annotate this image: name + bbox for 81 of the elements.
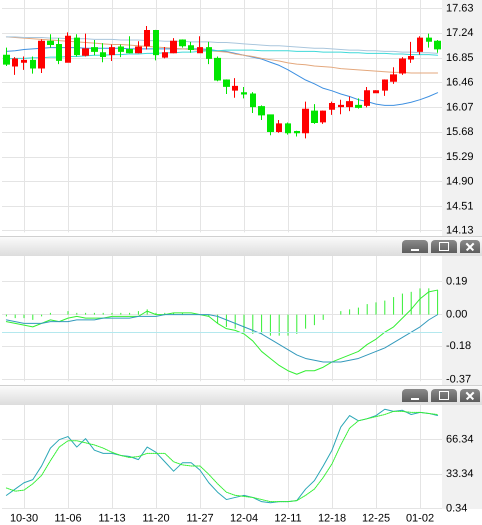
y-tick-label: 17.63	[446, 2, 474, 14]
candlestick	[373, 90, 379, 94]
candlestick	[100, 42, 106, 63]
candlestick	[12, 56, 18, 76]
candlestick	[302, 101, 309, 139]
candlestick	[241, 86, 247, 99]
candlestick	[223, 78, 230, 94]
y-tick-label: 14.90	[446, 176, 474, 188]
candlestick	[91, 40, 98, 56]
candlestick	[153, 29, 159, 61]
candlestick	[126, 36, 133, 54]
y-tick-label: 16.85	[446, 52, 474, 64]
line-series	[6, 36, 438, 54]
candlestick	[434, 40, 441, 54]
candlestick	[258, 104, 265, 121]
candlestick	[135, 40, 142, 54]
candlestick	[82, 33, 89, 58]
candlestick	[399, 56, 406, 76]
candlestick	[232, 78, 238, 98]
x-tick-label: 01-02	[406, 512, 434, 524]
candlestick	[338, 99, 344, 115]
x-tick-label: 10-30	[10, 512, 38, 524]
line-series	[6, 47, 438, 106]
y-tick-label: 14.51	[446, 200, 474, 212]
candlestick	[311, 104, 318, 124]
x-tick-label: 11-20	[142, 512, 170, 524]
candlestick	[162, 46, 168, 59]
candlestick	[214, 56, 221, 82]
x-tick-label: 11-13	[98, 512, 126, 524]
candlestick	[144, 26, 150, 50]
y-tick-label: 16.46	[446, 76, 474, 89]
candlestick	[294, 130, 300, 138]
candlestick	[408, 41, 414, 64]
x-tick-label: 12-25	[362, 512, 390, 524]
y-tick-label: 14.13	[446, 224, 474, 236]
candlestick	[3, 47, 10, 67]
candlestick	[206, 41, 212, 65]
x-tick-label: 11-27	[186, 512, 214, 524]
candlestick	[346, 96, 353, 112]
candlestick	[21, 56, 27, 70]
line-series	[6, 290, 438, 375]
candlestick	[197, 36, 203, 54]
candlestick	[65, 32, 71, 63]
y-tick-label: 0.19	[446, 275, 468, 288]
x-tick-label: 12-11	[274, 512, 302, 524]
candlestick	[38, 38, 45, 74]
candlestick	[109, 44, 115, 62]
candlestick	[382, 78, 388, 96]
x-tick-label: 12-18	[318, 512, 346, 524]
candlestick	[170, 38, 177, 54]
candlestick	[188, 41, 194, 54]
y-tick-label: 15.29	[446, 150, 474, 163]
y-tick-label: 16.07	[446, 101, 474, 114]
candlestick	[285, 122, 291, 136]
y-tick-label: -0.37	[446, 374, 472, 386]
candlestick	[118, 44, 124, 58]
candlestick	[417, 36, 423, 56]
y-tick-label: 0.00	[446, 308, 468, 321]
y-tick-label: 66.34	[446, 433, 474, 446]
candlestick	[179, 38, 186, 48]
candlestick	[364, 86, 370, 108]
candlestick	[329, 101, 335, 116]
candlestick	[426, 33, 432, 48]
y-tick-label: 0.34	[446, 502, 468, 515]
candlestick	[30, 56, 36, 74]
y-tick-label: 15.68	[446, 126, 474, 138]
candlestick	[47, 34, 54, 48]
y-tick-label: 33.34	[446, 468, 474, 480]
y-tick-label: 17.24	[446, 27, 474, 40]
candlestick	[276, 120, 282, 134]
candlestick	[267, 114, 274, 136]
x-tick-label: 12-04	[230, 512, 258, 524]
line-series	[6, 314, 438, 362]
candlestick	[74, 34, 80, 58]
candlestick	[320, 110, 326, 124]
candlestick	[56, 38, 62, 65]
candlestick	[355, 98, 362, 110]
y-tick-label: -0.18	[446, 340, 472, 352]
candlestick	[390, 66, 397, 84]
candlestick	[250, 92, 256, 114]
x-tick-label: 11-06	[54, 512, 82, 524]
